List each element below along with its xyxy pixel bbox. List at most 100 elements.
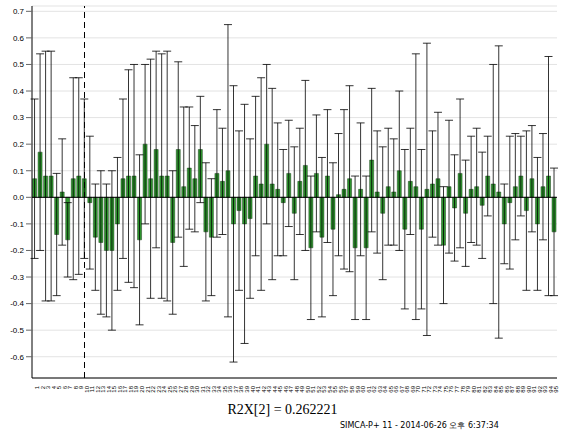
svg-text:0.4: 0.4 <box>13 87 25 96</box>
svg-text:60: 60 <box>360 386 367 393</box>
svg-text:23: 23 <box>155 386 162 393</box>
svg-text:42: 42 <box>260 386 267 393</box>
svg-text:22: 22 <box>150 386 157 393</box>
svg-text:47: 47 <box>288 386 295 393</box>
svg-text:84: 84 <box>492 386 499 393</box>
svg-text:0.6: 0.6 <box>13 34 25 43</box>
svg-text:26: 26 <box>172 386 179 393</box>
svg-text:88: 88 <box>514 386 521 393</box>
svg-text:45: 45 <box>277 386 284 393</box>
svg-text:34: 34 <box>216 386 223 393</box>
svg-text:14: 14 <box>105 386 112 393</box>
svg-text:52: 52 <box>315 386 322 393</box>
svg-text:80: 80 <box>470 386 477 393</box>
svg-text:-0.2: -0.2 <box>10 246 24 255</box>
svg-text:40: 40 <box>249 386 256 393</box>
svg-text:66: 66 <box>393 386 400 393</box>
svg-text:30: 30 <box>194 386 201 393</box>
svg-text:71: 71 <box>420 386 427 393</box>
svg-text:85: 85 <box>498 386 505 393</box>
svg-text:35: 35 <box>221 386 228 393</box>
svg-text:91: 91 <box>531 386 538 393</box>
svg-text:81: 81 <box>476 386 483 393</box>
svg-text:89: 89 <box>520 386 527 393</box>
svg-text:62: 62 <box>371 386 378 393</box>
svg-text:93: 93 <box>542 386 549 393</box>
svg-text:67: 67 <box>398 386 405 393</box>
svg-text:86: 86 <box>503 386 510 393</box>
svg-text:92: 92 <box>536 386 543 393</box>
svg-text:11: 11 <box>89 386 96 393</box>
svg-text:65: 65 <box>387 386 394 393</box>
svg-text:87: 87 <box>509 386 516 393</box>
svg-text:48: 48 <box>293 386 300 393</box>
svg-text:29: 29 <box>188 386 195 393</box>
svg-text:31: 31 <box>199 386 206 393</box>
svg-text:82: 82 <box>481 386 488 393</box>
svg-text:43: 43 <box>266 386 273 393</box>
svg-text:64: 64 <box>382 386 389 393</box>
svg-text:15: 15 <box>111 386 118 393</box>
svg-text:72: 72 <box>426 386 433 393</box>
svg-text:56: 56 <box>338 386 344 393</box>
svg-text:32: 32 <box>205 386 212 393</box>
svg-text:51: 51 <box>310 386 317 393</box>
svg-text:68: 68 <box>404 386 411 393</box>
svg-text:0.7: 0.7 <box>13 7 25 16</box>
svg-text:-0.3: -0.3 <box>10 273 24 282</box>
svg-text:0.2: 0.2 <box>13 140 25 149</box>
svg-text:18: 18 <box>128 386 134 393</box>
svg-text:27: 27 <box>177 386 184 393</box>
svg-text:74: 74 <box>437 386 444 393</box>
svg-text:20: 20 <box>139 386 145 393</box>
svg-text:10: 10 <box>83 386 90 393</box>
html-text:SIMCA-P+ 11 - 2014-06-26 오후 6:: SIMCA-P+ 11 - 2014-06-26 오후 6:37:34 <box>340 421 499 430</box>
svg-text:90: 90 <box>525 386 532 393</box>
svg-text:12: 12 <box>94 386 101 393</box>
svg-text:13: 13 <box>100 386 107 393</box>
svg-text:95: 95 <box>553 385 557 392</box>
svg-text:38: 38 <box>238 386 245 393</box>
svg-text:61: 61 <box>365 386 372 393</box>
svg-text:19: 19 <box>133 386 140 393</box>
svg-text:83: 83 <box>487 386 494 393</box>
svg-text:46: 46 <box>282 386 289 393</box>
svg-text:0.0: 0.0 <box>13 193 25 202</box>
svg-text:24: 24 <box>161 386 168 393</box>
svg-text:53: 53 <box>321 386 328 393</box>
svg-text:-0.6: -0.6 <box>10 353 24 362</box>
svg-text:58: 58 <box>349 386 355 393</box>
svg-text:16: 16 <box>116 386 123 393</box>
svg-text:76: 76 <box>448 386 455 393</box>
svg-text:0.3: 0.3 <box>13 113 25 122</box>
svg-text:69: 69 <box>409 386 416 393</box>
svg-text:75: 75 <box>443 386 449 393</box>
svg-text:63: 63 <box>376 386 383 393</box>
svg-text:-0.4: -0.4 <box>10 299 24 308</box>
svg-text:73: 73 <box>431 386 438 393</box>
svg-text:55: 55 <box>332 386 339 393</box>
svg-text:-0.5: -0.5 <box>10 326 24 335</box>
svg-text:21: 21 <box>144 386 151 393</box>
svg-text:44: 44 <box>271 386 278 393</box>
svg-text:17: 17 <box>122 386 129 393</box>
svg-text:79: 79 <box>465 386 472 393</box>
svg-text:50: 50 <box>304 386 311 393</box>
svg-text:70: 70 <box>415 386 422 393</box>
svg-text:25: 25 <box>166 386 173 393</box>
svg-text:-0.1: -0.1 <box>10 220 24 229</box>
svg-text:49: 49 <box>299 386 306 393</box>
svg-text:0.5: 0.5 <box>13 60 25 69</box>
svg-text:54: 54 <box>326 386 333 393</box>
svg-text:39: 39 <box>244 386 250 393</box>
svg-text:36: 36 <box>227 386 234 393</box>
svg-text:37: 37 <box>233 386 239 393</box>
svg-text:33: 33 <box>210 386 217 393</box>
svg-text:57: 57 <box>343 386 350 393</box>
html-text:R2X[2] = 0.262221: R2X[2] = 0.262221 <box>227 402 338 417</box>
svg-text:41: 41 <box>255 386 262 393</box>
svg-text:0.1: 0.1 <box>13 167 25 176</box>
svg-text:78: 78 <box>459 386 466 393</box>
svg-text:59: 59 <box>354 386 361 393</box>
svg-text:28: 28 <box>183 386 190 393</box>
